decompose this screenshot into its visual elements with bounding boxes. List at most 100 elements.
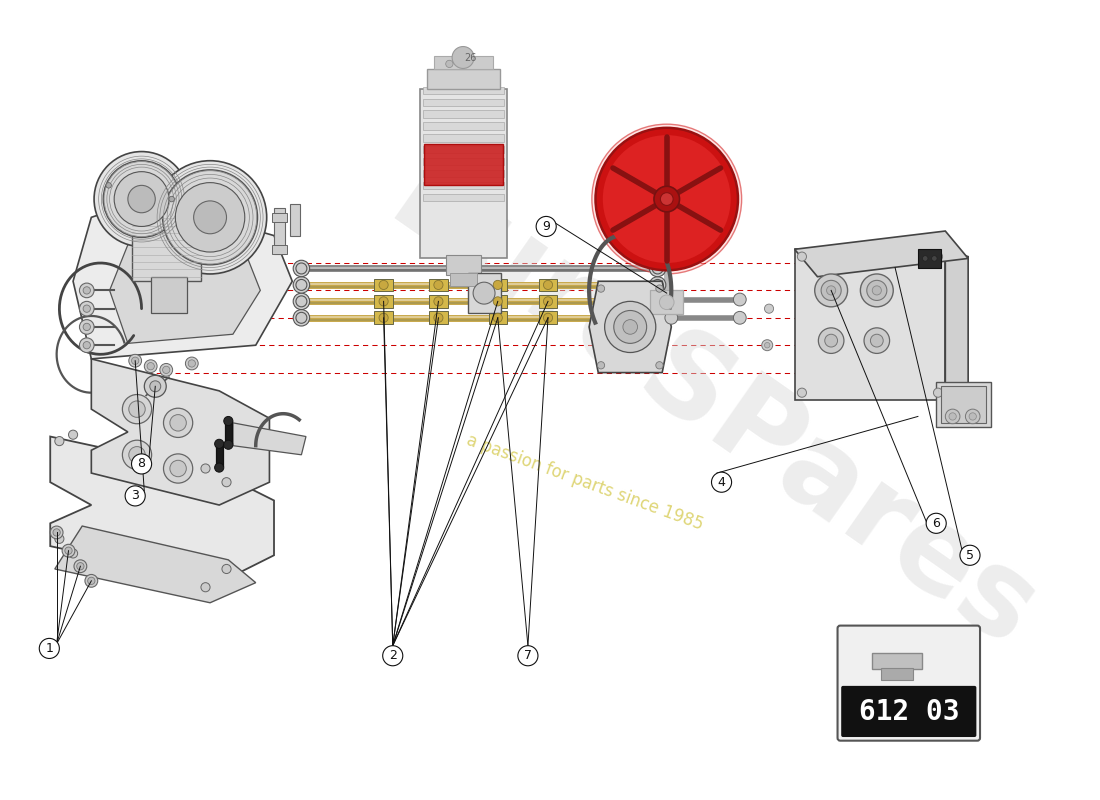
Text: 7: 7 xyxy=(524,650,532,662)
Text: 4: 4 xyxy=(717,476,726,489)
Circle shape xyxy=(132,357,139,364)
Circle shape xyxy=(945,409,960,424)
Circle shape xyxy=(128,186,155,213)
Circle shape xyxy=(51,526,63,539)
Bar xyxy=(429,295,448,308)
Circle shape xyxy=(129,401,145,418)
Circle shape xyxy=(761,340,772,350)
Bar xyxy=(422,182,504,189)
Circle shape xyxy=(222,565,231,574)
Text: 612 03: 612 03 xyxy=(858,698,959,726)
Circle shape xyxy=(214,463,223,472)
Circle shape xyxy=(103,161,180,238)
Bar xyxy=(428,70,499,90)
Circle shape xyxy=(79,338,95,353)
Circle shape xyxy=(169,414,186,431)
Circle shape xyxy=(597,285,605,292)
Circle shape xyxy=(201,582,210,592)
Text: 8: 8 xyxy=(138,458,145,470)
Circle shape xyxy=(383,646,403,666)
Text: 26: 26 xyxy=(464,54,476,63)
Circle shape xyxy=(85,574,98,587)
Bar xyxy=(650,290,683,314)
Circle shape xyxy=(88,577,95,585)
Circle shape xyxy=(294,310,309,326)
Circle shape xyxy=(818,328,844,354)
Circle shape xyxy=(664,311,678,324)
Circle shape xyxy=(649,293,666,310)
Text: 3: 3 xyxy=(131,490,139,502)
Bar xyxy=(422,86,504,94)
Circle shape xyxy=(764,342,770,348)
Circle shape xyxy=(188,360,196,367)
Circle shape xyxy=(860,274,893,307)
Bar xyxy=(433,56,493,70)
Bar xyxy=(224,421,232,443)
Circle shape xyxy=(84,342,90,349)
Circle shape xyxy=(144,360,157,373)
Circle shape xyxy=(605,302,656,353)
Circle shape xyxy=(614,310,647,343)
Circle shape xyxy=(493,280,503,290)
Circle shape xyxy=(603,135,730,263)
Circle shape xyxy=(163,366,169,374)
Circle shape xyxy=(223,417,233,426)
Bar xyxy=(539,278,557,291)
Circle shape xyxy=(649,310,666,326)
Circle shape xyxy=(194,201,227,234)
Circle shape xyxy=(379,297,388,306)
Bar xyxy=(272,213,287,222)
Bar xyxy=(290,204,299,235)
FancyBboxPatch shape xyxy=(837,626,980,741)
Circle shape xyxy=(294,260,309,277)
Text: 5: 5 xyxy=(966,549,974,562)
Circle shape xyxy=(122,394,152,424)
Bar xyxy=(374,311,393,324)
Circle shape xyxy=(934,388,943,398)
Bar xyxy=(272,245,287,254)
Circle shape xyxy=(296,296,307,307)
Circle shape xyxy=(821,280,842,301)
FancyBboxPatch shape xyxy=(842,686,977,737)
Circle shape xyxy=(132,454,152,474)
Polygon shape xyxy=(51,437,274,582)
Text: 1: 1 xyxy=(45,642,53,655)
Bar xyxy=(422,170,504,177)
Bar xyxy=(132,218,201,282)
Bar xyxy=(488,295,507,308)
Bar xyxy=(488,278,507,291)
Circle shape xyxy=(473,282,495,304)
Circle shape xyxy=(77,562,84,570)
Bar xyxy=(794,250,945,400)
Polygon shape xyxy=(91,359,270,505)
Polygon shape xyxy=(590,282,671,373)
Bar xyxy=(422,146,504,154)
Bar xyxy=(539,311,557,324)
Circle shape xyxy=(122,440,152,470)
Circle shape xyxy=(659,295,674,310)
Circle shape xyxy=(68,549,78,558)
Circle shape xyxy=(652,296,663,307)
Text: 6: 6 xyxy=(932,517,940,530)
Circle shape xyxy=(296,312,307,323)
Circle shape xyxy=(595,128,738,270)
Circle shape xyxy=(84,305,90,312)
Circle shape xyxy=(452,46,474,69)
Bar xyxy=(151,277,187,314)
Circle shape xyxy=(433,314,443,322)
Circle shape xyxy=(433,297,443,306)
Circle shape xyxy=(734,293,746,306)
Bar xyxy=(446,254,482,275)
Text: 2: 2 xyxy=(388,650,397,662)
Polygon shape xyxy=(73,199,293,359)
Circle shape xyxy=(870,334,883,347)
Circle shape xyxy=(949,413,956,420)
Bar xyxy=(881,668,913,680)
Circle shape xyxy=(864,328,890,354)
Circle shape xyxy=(872,286,881,295)
Circle shape xyxy=(379,314,388,322)
Circle shape xyxy=(493,297,503,306)
Bar xyxy=(917,250,940,267)
Circle shape xyxy=(923,256,928,261)
Bar xyxy=(422,98,504,106)
